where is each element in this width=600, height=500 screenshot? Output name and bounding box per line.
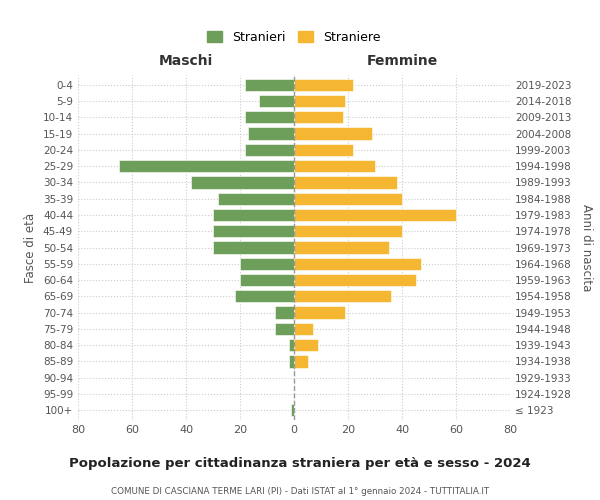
Text: Femmine: Femmine bbox=[367, 54, 437, 68]
Bar bbox=[294, 225, 402, 237]
Bar bbox=[213, 225, 294, 237]
Y-axis label: Fasce di età: Fasce di età bbox=[25, 212, 37, 282]
Bar bbox=[245, 111, 294, 124]
Text: COMUNE DI CASCIANA TERME LARI (PI) - Dati ISTAT al 1° gennaio 2024 - TUTTITALIA.: COMUNE DI CASCIANA TERME LARI (PI) - Dat… bbox=[111, 488, 489, 496]
Bar bbox=[289, 339, 294, 351]
Bar bbox=[248, 128, 294, 140]
Bar bbox=[218, 192, 294, 205]
Bar bbox=[294, 95, 346, 107]
Bar bbox=[294, 78, 353, 91]
Bar bbox=[275, 323, 294, 335]
Bar bbox=[289, 356, 294, 368]
Bar bbox=[292, 404, 294, 416]
Bar bbox=[294, 290, 391, 302]
Bar bbox=[275, 306, 294, 318]
Bar bbox=[294, 128, 372, 140]
Bar bbox=[240, 274, 294, 286]
Bar bbox=[294, 176, 397, 188]
Bar bbox=[294, 144, 353, 156]
Y-axis label: Anni di nascita: Anni di nascita bbox=[580, 204, 593, 291]
Bar bbox=[294, 274, 415, 286]
Bar bbox=[294, 323, 313, 335]
Bar bbox=[294, 111, 343, 124]
Bar bbox=[294, 356, 308, 368]
Text: Popolazione per cittadinanza straniera per età e sesso - 2024: Popolazione per cittadinanza straniera p… bbox=[69, 458, 531, 470]
Bar bbox=[294, 209, 456, 221]
Bar bbox=[191, 176, 294, 188]
Bar bbox=[259, 95, 294, 107]
Bar bbox=[213, 209, 294, 221]
Bar bbox=[213, 242, 294, 254]
Legend: Stranieri, Straniere: Stranieri, Straniere bbox=[202, 26, 386, 49]
Bar bbox=[294, 160, 375, 172]
Bar bbox=[294, 258, 421, 270]
Text: Maschi: Maschi bbox=[159, 54, 213, 68]
Bar bbox=[245, 78, 294, 91]
Bar bbox=[245, 144, 294, 156]
Bar bbox=[294, 192, 402, 205]
Bar bbox=[294, 339, 319, 351]
Bar bbox=[294, 242, 389, 254]
Bar bbox=[235, 290, 294, 302]
Bar bbox=[240, 258, 294, 270]
Bar bbox=[294, 306, 346, 318]
Bar bbox=[119, 160, 294, 172]
